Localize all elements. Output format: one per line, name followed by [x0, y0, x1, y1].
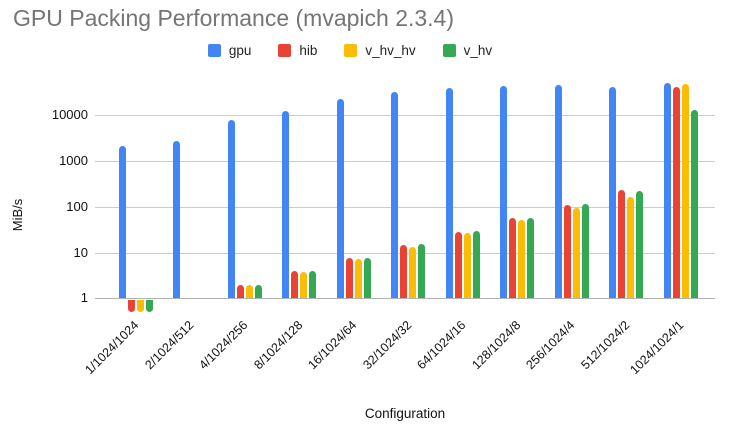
gridline [95, 160, 715, 162]
bar-hib[interactable] [127, 299, 135, 312]
bar-v_hv_hv[interactable] [681, 83, 689, 299]
bar-v_hv[interactable] [418, 244, 425, 299]
bar-v_hv[interactable] [636, 190, 643, 299]
bar-v_hv_hv[interactable] [300, 271, 307, 299]
gridline [95, 115, 715, 117]
legend-swatch-hib-icon [278, 44, 292, 57]
bar-gpu[interactable] [609, 86, 616, 299]
bar-gpu[interactable] [118, 146, 126, 299]
bar-gpu[interactable] [554, 85, 562, 299]
bar-hib[interactable] [400, 245, 407, 299]
bar-v_hv[interactable] [581, 203, 589, 299]
legend-label-v_hv: v_hv [463, 43, 493, 58]
legend-item-gpu[interactable]: gpu [207, 43, 252, 58]
bar-v_hv_hv[interactable] [354, 258, 362, 299]
bar-gpu[interactable] [391, 91, 398, 299]
bar-v_hv_hv[interactable] [518, 220, 525, 299]
legend-swatch-v_hv_hv-icon [344, 44, 358, 57]
x-tick-label: 8/1024/128 [251, 318, 306, 373]
bar-v_hv[interactable] [527, 217, 534, 299]
bar-gpu[interactable] [500, 86, 507, 299]
y-tick-label: 10 [73, 244, 88, 260]
bar-gpu[interactable] [227, 119, 235, 299]
bar-v_hv[interactable] [472, 231, 480, 299]
legend-label-hib: hib [299, 43, 318, 58]
legend-label-v_hv_hv: v_hv_hv [365, 43, 416, 58]
bar-hib[interactable] [291, 271, 298, 299]
bar-v_hv[interactable] [145, 299, 153, 312]
x-tick-label: 1024/1024/1 [627, 318, 687, 378]
bar-v_hv[interactable] [309, 271, 316, 299]
bar-v_hv[interactable] [254, 284, 262, 299]
legend-swatch-gpu-icon [207, 44, 221, 57]
bar-hib[interactable] [345, 258, 353, 299]
bar-gpu[interactable] [173, 141, 180, 299]
bar-gpu[interactable] [282, 110, 289, 299]
y-axis-title: MiB/s [10, 198, 25, 232]
gridline [95, 206, 715, 208]
bar-hib[interactable] [236, 284, 244, 299]
legend-swatch-v_hv-icon [442, 44, 456, 57]
y-tick-label: 1 [80, 290, 88, 306]
legend-item-hib[interactable]: hib [278, 43, 317, 58]
bar-v_hv_hv[interactable] [409, 246, 416, 299]
x-axis-title: Configuration [364, 406, 446, 421]
y-tick-label: 1000 [59, 152, 88, 168]
x-tick-label: 128/1024/8 [469, 318, 524, 373]
bar-v_hv_hv[interactable] [136, 299, 144, 312]
legend-label-gpu: gpu [228, 43, 252, 58]
x-tick-label: 4/1024/256 [196, 318, 251, 373]
bar-v_hv_hv[interactable] [245, 285, 253, 299]
bar-hib[interactable] [563, 204, 571, 299]
bar-v_hv_hv[interactable] [627, 196, 634, 299]
y-tick-label: 10000 [51, 107, 88, 123]
x-tick-label: 2/1024/512 [142, 318, 197, 373]
bar-gpu[interactable] [663, 83, 671, 299]
chart-legend: gpu hib v_hv_hv v_hv [0, 43, 700, 58]
bar-hib[interactable] [672, 86, 680, 299]
gridline [95, 298, 715, 300]
bar-gpu[interactable] [336, 99, 344, 299]
bar-v_hv_hv[interactable] [463, 232, 471, 299]
legend-item-v_hv_hv[interactable]: v_hv_hv [344, 43, 416, 58]
bar-v_hv_hv[interactable] [572, 207, 580, 299]
x-tick-label: 32/1024/32 [360, 318, 415, 373]
x-tick-label: 512/1024/2 [578, 318, 633, 373]
bar-hib[interactable] [454, 232, 462, 299]
bar-hib[interactable] [618, 189, 625, 299]
x-tick-label: 16/1024/64 [305, 318, 360, 373]
x-tick-label: 256/1024/4 [523, 318, 578, 373]
legend-item-v_hv[interactable]: v_hv [442, 43, 493, 58]
bar-v_hv[interactable] [690, 109, 698, 299]
x-tick-label: 1/1024/1024 [82, 318, 142, 378]
x-tick-label: 64/1024/16 [414, 318, 469, 373]
chart-title: GPU Packing Performance (mvapich 2.3.4) [13, 5, 455, 31]
y-tick-label: 100 [66, 198, 88, 214]
bar-hib[interactable] [509, 217, 516, 299]
bar-gpu[interactable] [445, 87, 453, 299]
bar-v_hv[interactable] [363, 257, 371, 299]
